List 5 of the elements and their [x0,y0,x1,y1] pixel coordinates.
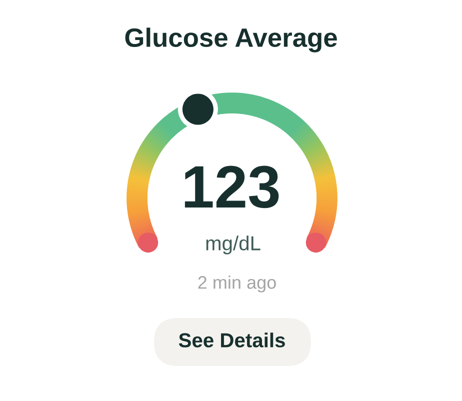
data-label: 123 [184,166,279,208]
text: mg/dL [206,236,260,254]
text: See Details [178,332,285,348]
text: 2 min ago [198,276,276,292]
text: Glucose Average [125,28,337,52]
